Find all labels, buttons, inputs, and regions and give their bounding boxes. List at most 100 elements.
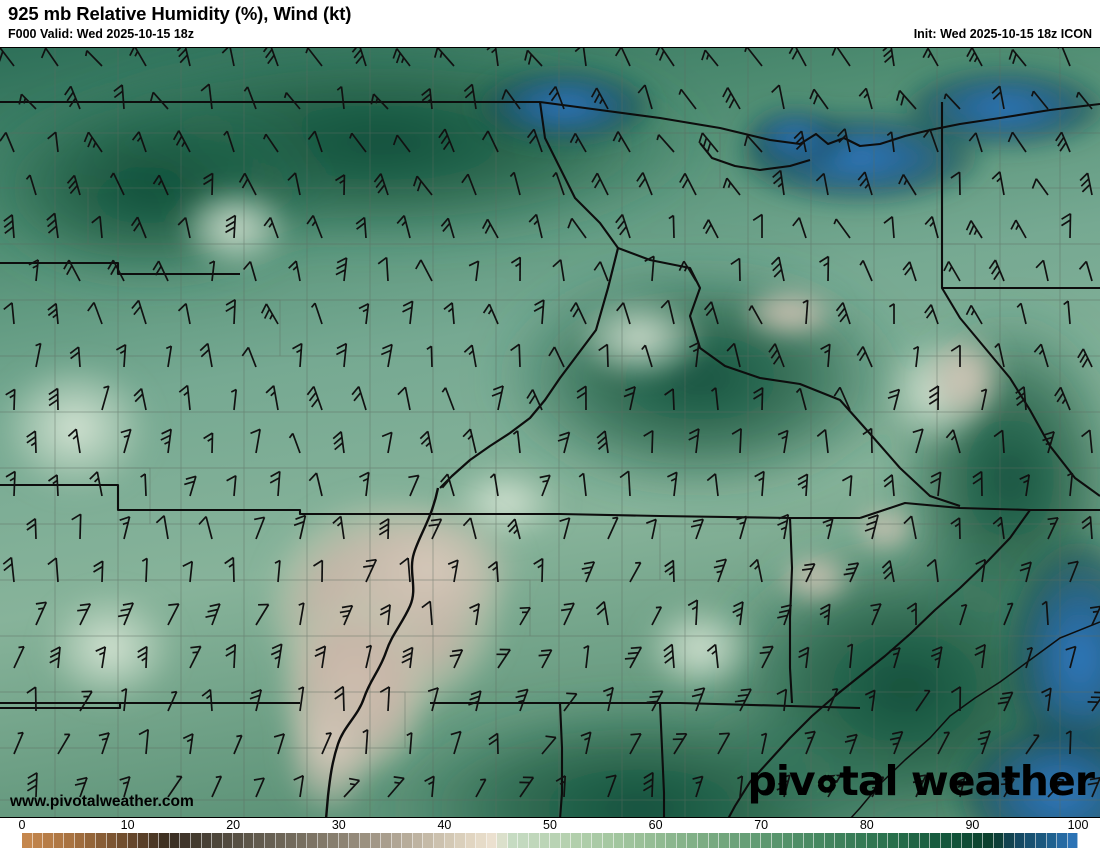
wind-barb bbox=[255, 689, 263, 712]
wind-barb-tick bbox=[759, 651, 771, 655]
map-canvas[interactable]: piv tal weather www.pivotalweather.com bbox=[0, 47, 1100, 818]
wind-barb-tick bbox=[614, 48, 622, 57]
wind-barb-tick bbox=[336, 85, 343, 91]
wind-barb bbox=[79, 777, 88, 798]
colorbar-segment bbox=[624, 833, 635, 848]
wind-barb-tick bbox=[638, 177, 646, 188]
wind-barb-tick bbox=[47, 302, 57, 311]
wind-barb bbox=[189, 646, 202, 669]
wind-barb-tick bbox=[822, 518, 833, 524]
colorbar-segment bbox=[328, 833, 339, 848]
wind-barb-tick bbox=[402, 652, 413, 659]
wind-barb-tick bbox=[683, 265, 688, 272]
wind-barb-tick bbox=[753, 386, 764, 394]
wind-barb bbox=[79, 690, 93, 712]
wind-barb-tick bbox=[1043, 430, 1055, 436]
wind-barb bbox=[497, 649, 511, 669]
wind-barb-tick bbox=[1067, 472, 1073, 477]
wind-barb bbox=[929, 128, 939, 153]
wind-barb-tick bbox=[703, 301, 713, 311]
wind-barb-tick bbox=[559, 517, 570, 523]
wind-barb-tick bbox=[687, 599, 698, 607]
wind-barb bbox=[761, 733, 768, 755]
wind-barb-tick bbox=[469, 695, 480, 701]
wind-barb-tick bbox=[1041, 600, 1048, 606]
wind-barb bbox=[13, 646, 25, 669]
wind-barb-tick bbox=[1055, 131, 1063, 142]
wind-barb bbox=[211, 261, 216, 282]
wind-barb-tick bbox=[737, 693, 749, 697]
wind-barb bbox=[603, 601, 609, 626]
wind-barb-tick bbox=[748, 305, 753, 311]
wind-barb-tick bbox=[754, 564, 760, 570]
wind-barb bbox=[314, 302, 323, 325]
wind-barb bbox=[315, 472, 323, 497]
wind-barb bbox=[145, 558, 148, 583]
colorbar-segment bbox=[835, 833, 846, 848]
wind-barb-tick bbox=[627, 651, 639, 655]
wind-barb-tick bbox=[129, 48, 135, 56]
wind-barb-tick bbox=[26, 436, 36, 444]
wind-barb-tick bbox=[954, 522, 961, 528]
wind-barb-tick bbox=[95, 646, 106, 652]
colorbar-segment bbox=[898, 833, 910, 848]
wind-barb-tick bbox=[1008, 49, 1014, 60]
wind-barb bbox=[783, 514, 790, 540]
wind-barb bbox=[185, 303, 191, 325]
wind-barb-tick bbox=[528, 213, 538, 223]
wind-barb-tick bbox=[225, 298, 236, 306]
wind-barb-tick bbox=[489, 473, 496, 479]
wind-barb bbox=[1067, 301, 1071, 325]
wind-barb-tick bbox=[795, 141, 805, 151]
wind-barb bbox=[211, 173, 214, 196]
wind-barb-tick bbox=[164, 440, 170, 445]
wind-barb-tick bbox=[270, 470, 281, 478]
colorbar-segment bbox=[286, 833, 297, 848]
wind-barb-tick bbox=[1002, 691, 1013, 695]
wind-barb bbox=[672, 388, 675, 411]
wind-barb-tick bbox=[426, 98, 432, 104]
wind-barb-tick bbox=[1015, 224, 1020, 230]
wind-barb-tick bbox=[560, 608, 572, 612]
wind-barb-tick bbox=[517, 688, 528, 693]
wind-barb-tick bbox=[950, 435, 956, 441]
wind-barb-tick bbox=[943, 731, 950, 734]
wind-barb bbox=[746, 135, 763, 153]
wind-barb-tick bbox=[66, 265, 73, 276]
wind-barb-tick bbox=[826, 780, 838, 783]
wind-barb bbox=[1015, 219, 1027, 239]
wind-barb bbox=[404, 387, 411, 411]
wind-barb-tick bbox=[117, 613, 129, 618]
wind-barb-tick bbox=[778, 609, 790, 614]
wind-barb-tick bbox=[38, 607, 44, 610]
wind-barb-tick bbox=[928, 391, 939, 399]
wind-barb bbox=[1069, 730, 1072, 755]
wind-barb bbox=[255, 429, 261, 454]
wind-barb-tick bbox=[915, 774, 927, 778]
wind-barb bbox=[299, 515, 307, 540]
wind-barb-tick bbox=[534, 299, 545, 306]
wind-barb-tick bbox=[249, 694, 261, 700]
wind-barb-tick bbox=[829, 774, 841, 777]
wind-barb bbox=[672, 215, 675, 239]
wind-barb-tick bbox=[362, 477, 369, 482]
wind-barb bbox=[1003, 602, 1014, 626]
wind-barb-tick bbox=[591, 172, 599, 183]
wind-barb-tick bbox=[777, 614, 788, 619]
wind-barb bbox=[1061, 48, 1071, 67]
wind-barb bbox=[453, 649, 464, 669]
wind-barb-tick bbox=[481, 130, 489, 141]
wind-barb bbox=[295, 260, 301, 282]
wind-barb-tick bbox=[690, 523, 702, 528]
wind-barb-tick bbox=[928, 397, 939, 405]
wind-barb-tick bbox=[552, 171, 557, 178]
wind-barb-tick bbox=[770, 256, 780, 266]
wind-barb-tick bbox=[265, 385, 275, 394]
wind-barb-tick bbox=[209, 603, 221, 608]
wind-barb-tick bbox=[801, 484, 808, 489]
wind-barb-tick bbox=[752, 213, 763, 222]
colorbar-segment bbox=[307, 833, 318, 848]
wind-barb-tick bbox=[930, 477, 941, 484]
wind-barb-tick bbox=[838, 134, 847, 143]
wind-barb-tick bbox=[109, 172, 115, 179]
